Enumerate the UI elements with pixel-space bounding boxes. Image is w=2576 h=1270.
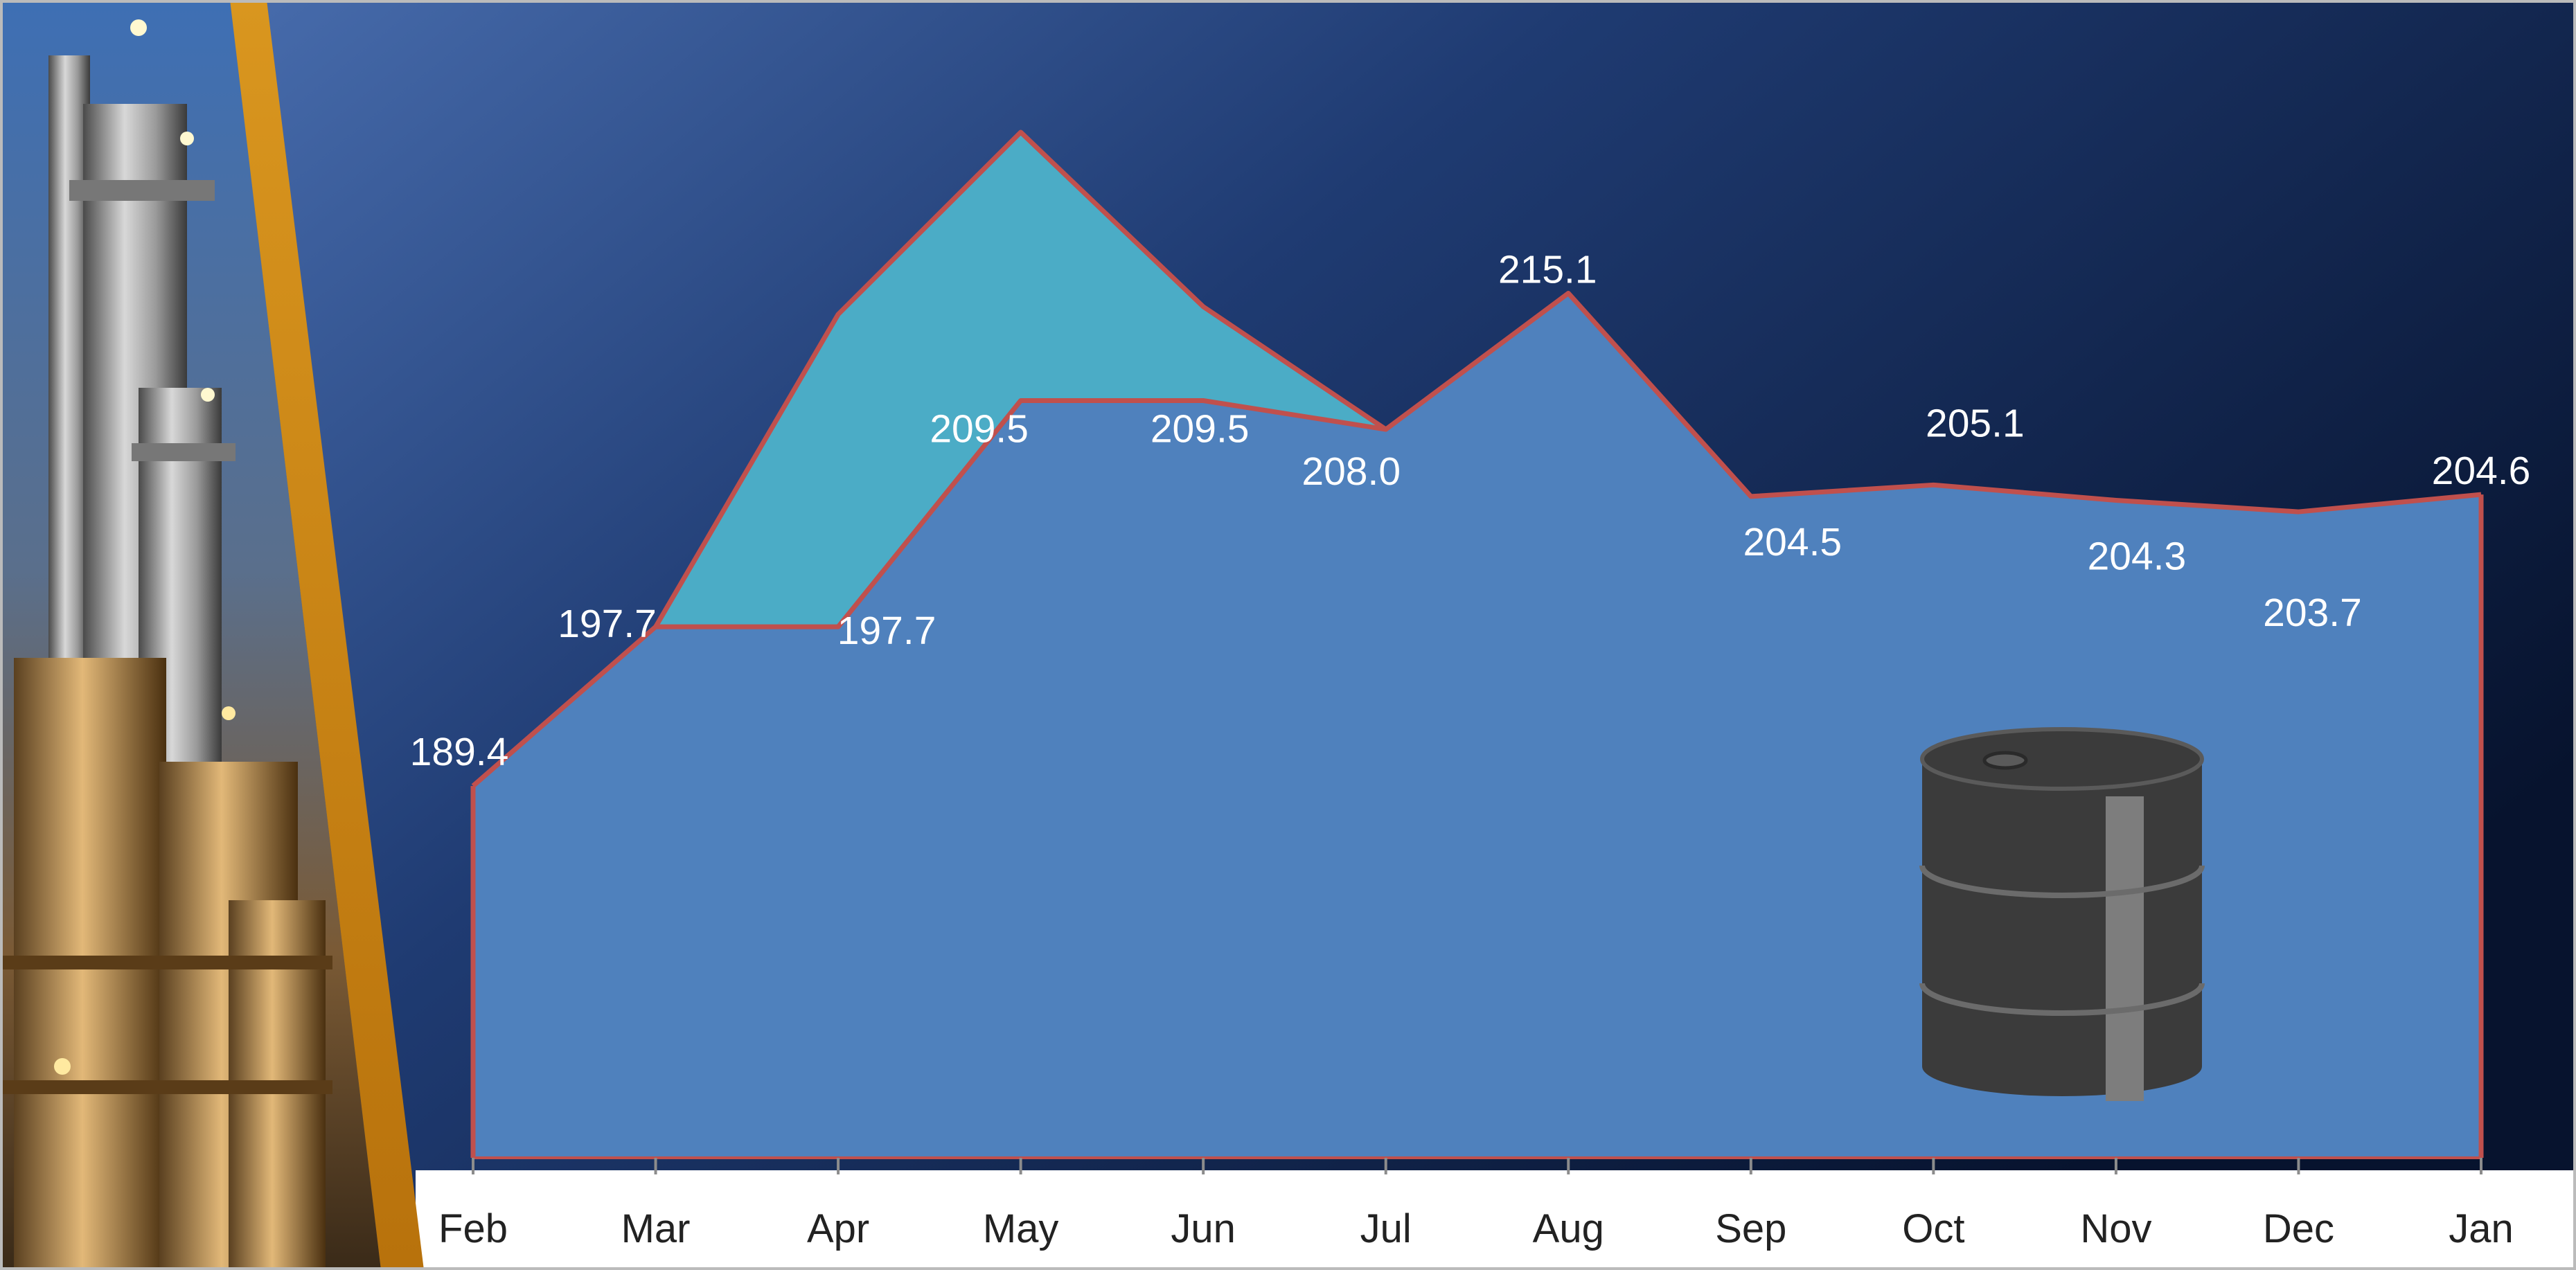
x-tick-label: Aug — [1533, 1206, 1604, 1251]
data-label: 215.1 — [1498, 248, 1597, 292]
series-line — [471, 290, 2482, 788]
oil-barrel-icon — [1919, 727, 2205, 1101]
data-label: 205.1 — [1926, 401, 2025, 445]
axis-band — [416, 1170, 2576, 1270]
x-tick-label: Dec — [2263, 1206, 2334, 1251]
x-tick-label: Jan — [2449, 1206, 2514, 1251]
x-tick-label: May — [983, 1206, 1059, 1251]
x-tick-label: Sep — [1715, 1206, 1786, 1251]
data-label: 209.5 — [1151, 407, 1250, 451]
data-label: 204.5 — [1743, 520, 1842, 564]
x-tick-label: Nov — [2080, 1206, 2151, 1251]
x-tick-label: Mar — [621, 1206, 691, 1251]
data-label: 197.7 — [558, 602, 657, 646]
data-label: 209.5 — [930, 407, 1029, 451]
data-label: 208.0 — [1302, 449, 1401, 494]
x-tick-label: Jul — [1360, 1206, 1412, 1251]
x-tick-label: Apr — [807, 1206, 869, 1251]
series-line — [653, 129, 1387, 628]
data-label: 203.7 — [2263, 591, 2362, 635]
gold-stripe — [230, 0, 424, 1270]
x-tick-label: Feb — [438, 1206, 508, 1251]
data-label: 204.3 — [2088, 535, 2187, 579]
x-tick-label: Oct — [1902, 1206, 1964, 1251]
data-label: 204.6 — [2432, 449, 2531, 493]
data-label: 197.7 — [837, 609, 936, 653]
x-tick-label: Jun — [1171, 1206, 1236, 1251]
data-label: 189.4 — [410, 730, 509, 774]
